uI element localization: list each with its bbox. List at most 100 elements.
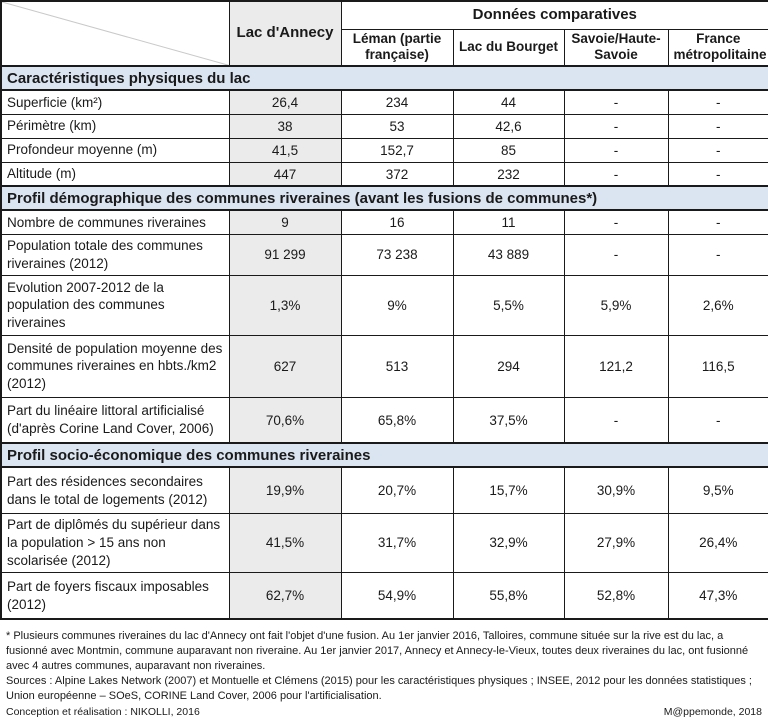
cell-value: 31,7% bbox=[340, 512, 454, 573]
row-label: Population totale des communes riveraine… bbox=[0, 233, 230, 276]
cell-value: 9,5% bbox=[667, 466, 768, 514]
cell-value: 11 bbox=[452, 209, 565, 235]
cell-value: - bbox=[667, 113, 768, 139]
row-label: Altitude (m) bbox=[0, 161, 230, 187]
row-label: Evolution 2007-2012 de la population des… bbox=[0, 274, 230, 336]
cell-value: - bbox=[667, 161, 768, 187]
section-header-socioeconomique: Profil socio-économique des communes riv… bbox=[0, 442, 768, 469]
cell-value: - bbox=[667, 89, 768, 115]
cell-value: 5,9% bbox=[563, 274, 669, 336]
cell-value: 26,4% bbox=[667, 512, 768, 573]
cell-value: 70,6% bbox=[228, 396, 342, 444]
cell-value: 9 bbox=[228, 209, 342, 235]
group-header: Données comparatives bbox=[340, 0, 768, 30]
cell-value: 42,6 bbox=[452, 113, 565, 139]
cell-value: 232 bbox=[452, 161, 565, 187]
cell-value: 447 bbox=[228, 161, 342, 187]
cell-value: - bbox=[667, 233, 768, 276]
row-label: Profondeur moyenne (m) bbox=[0, 137, 230, 163]
column-header-france: France métropolitaine bbox=[667, 28, 768, 67]
cell-value: 19,9% bbox=[228, 466, 342, 514]
diagonal-line-icon bbox=[2, 2, 228, 66]
cell-value: 152,7 bbox=[340, 137, 454, 163]
cell-value: 9% bbox=[340, 274, 454, 336]
comparison-table: Lac d'Annecy Données comparatives Léman … bbox=[0, 0, 768, 621]
column-header-bourget: Lac du Bourget bbox=[452, 28, 565, 67]
corner-cell bbox=[0, 0, 230, 67]
cell-value: - bbox=[563, 209, 669, 235]
cell-value: 32,9% bbox=[452, 512, 565, 573]
cell-value: 26,4 bbox=[228, 89, 342, 115]
cell-value: 20,7% bbox=[340, 466, 454, 514]
cell-value: 43 889 bbox=[452, 233, 565, 276]
cell-value: 294 bbox=[452, 334, 565, 398]
cell-value: 73 238 bbox=[340, 233, 454, 276]
column-header-annecy: Lac d'Annecy bbox=[228, 0, 342, 67]
row-label: Part du linéaire littoral artificialisé … bbox=[0, 396, 230, 444]
column-header-leman: Léman (partie française) bbox=[340, 28, 454, 67]
cell-value: - bbox=[667, 137, 768, 163]
table-row: Altitude (m) 447 372 232 - - bbox=[0, 161, 768, 187]
cell-value: 27,9% bbox=[563, 512, 669, 573]
cell-value: 121,2 bbox=[563, 334, 669, 398]
cell-value: 234 bbox=[340, 89, 454, 115]
table-row: Superficie (km²) 26,4 234 44 - - bbox=[0, 89, 768, 115]
cell-value: 65,8% bbox=[340, 396, 454, 444]
cell-value: 85 bbox=[452, 137, 565, 163]
table-row: Profondeur moyenne (m) 41,5 152,7 85 - - bbox=[0, 137, 768, 163]
section-title: Caractéristiques physiques du lac bbox=[0, 65, 768, 92]
cell-value: 5,5% bbox=[452, 274, 565, 336]
table-row: Part de foyers fiscaux imposables (2012)… bbox=[0, 571, 768, 620]
table-row: Part de diplômés du supérieur dans la po… bbox=[0, 512, 768, 573]
cell-value: - bbox=[667, 209, 768, 235]
table-row: Part des résidences secondaires dans le … bbox=[0, 466, 768, 514]
row-label: Part des résidences secondaires dans le … bbox=[0, 466, 230, 514]
section-header-physique: Caractéristiques physiques du lac bbox=[0, 65, 768, 92]
row-label: Part de diplômés du supérieur dans la po… bbox=[0, 512, 230, 573]
cell-value: 91 299 bbox=[228, 233, 342, 276]
cell-value: 41,5 bbox=[228, 137, 342, 163]
cell-value: 627 bbox=[228, 334, 342, 398]
cell-value: 55,8% bbox=[452, 571, 565, 620]
row-label: Périmètre (km) bbox=[0, 113, 230, 139]
table-row: Nombre de communes riveraines 9 16 11 - … bbox=[0, 209, 768, 235]
column-header-savoie: Savoie/Haute-Savoie bbox=[563, 28, 669, 67]
table-row: Population totale des communes riveraine… bbox=[0, 233, 768, 276]
cell-value: - bbox=[563, 113, 669, 139]
table-row: Evolution 2007-2012 de la population des… bbox=[0, 274, 768, 336]
cell-value: 52,8% bbox=[563, 571, 669, 620]
row-label: Superficie (km²) bbox=[0, 89, 230, 115]
cell-value: - bbox=[563, 161, 669, 187]
cell-value: 1,3% bbox=[228, 274, 342, 336]
cell-value: 54,9% bbox=[340, 571, 454, 620]
cell-value: - bbox=[563, 396, 669, 444]
credit-right: M@ppemonde, 2018 bbox=[663, 706, 762, 718]
credit-left: Conception et réalisation : NIKOLLI, 201… bbox=[6, 706, 200, 718]
section-header-demographique: Profil démographique des communes rivera… bbox=[0, 185, 768, 212]
cell-value: 47,3% bbox=[667, 571, 768, 620]
row-label: Part de foyers fiscaux imposables (2012) bbox=[0, 571, 230, 620]
cell-value: 513 bbox=[340, 334, 454, 398]
footnote-asterisk: * Plusieurs communes riveraines du lac d… bbox=[6, 630, 749, 672]
cell-value: 372 bbox=[340, 161, 454, 187]
cell-value: 15,7% bbox=[452, 466, 565, 514]
cell-value: 44 bbox=[452, 89, 565, 115]
cell-value: 41,5% bbox=[228, 512, 342, 573]
table-row: Périmètre (km) 38 53 42,6 - - bbox=[0, 113, 768, 139]
section-title: Profil démographique des communes rivera… bbox=[0, 185, 768, 212]
cell-value: - bbox=[563, 89, 669, 115]
cell-value: 37,5% bbox=[452, 396, 565, 444]
table-row: Part du linéaire littoral artificialisé … bbox=[0, 396, 768, 444]
footnote-sources: Sources : Alpine Lakes Network (2007) et… bbox=[6, 674, 752, 702]
cell-value: 16 bbox=[340, 209, 454, 235]
section-title: Profil socio-économique des communes riv… bbox=[0, 442, 768, 469]
cell-value: - bbox=[563, 233, 669, 276]
cell-value: 53 bbox=[340, 113, 454, 139]
cell-value: - bbox=[563, 137, 669, 163]
cell-value: 62,7% bbox=[228, 571, 342, 620]
cell-value: 38 bbox=[228, 113, 342, 139]
cell-value: 30,9% bbox=[563, 466, 669, 514]
table-row: Densité de population moyenne des commun… bbox=[0, 334, 768, 398]
row-label: Densité de population moyenne des commun… bbox=[0, 334, 230, 398]
cell-value: 116,5 bbox=[667, 334, 768, 398]
